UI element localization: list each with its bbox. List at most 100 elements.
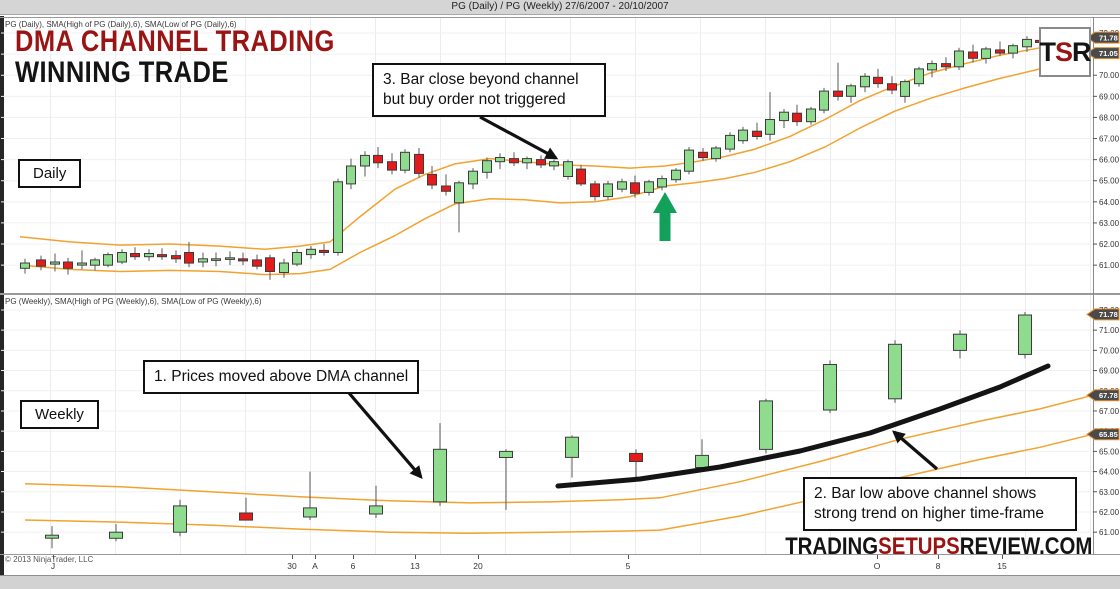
candle-down bbox=[509, 158, 519, 164]
sma-low-line bbox=[19, 52, 1094, 276]
candle-up bbox=[846, 85, 856, 97]
candle-up bbox=[860, 75, 870, 88]
y-tick-label: 69.00 bbox=[1099, 92, 1120, 101]
chart-heading: DMA CHANNEL TRADING WINNING TRADE bbox=[15, 25, 335, 89]
candle-down bbox=[63, 261, 73, 269]
candle-down bbox=[265, 257, 275, 273]
candle-up bbox=[565, 436, 579, 458]
x-tick-label: A bbox=[312, 561, 318, 571]
candle-up bbox=[346, 165, 356, 185]
candle-down bbox=[630, 182, 640, 194]
candle-up bbox=[468, 170, 478, 185]
candle-down bbox=[36, 259, 46, 267]
candle-down bbox=[441, 185, 451, 192]
candle-up bbox=[333, 181, 343, 253]
candle-up bbox=[306, 248, 316, 256]
price-badge-value: 65.85 bbox=[1099, 430, 1118, 439]
daily-label-box: Daily bbox=[18, 159, 82, 188]
watermark-post: REVIEW.COM bbox=[959, 533, 1092, 560]
candle-down bbox=[130, 253, 140, 258]
candle-down bbox=[833, 90, 843, 97]
copyright-text: © 2013 NinjaTrader, LLC bbox=[5, 555, 94, 564]
weekly-label-box: Weekly bbox=[20, 400, 99, 429]
candle-up bbox=[103, 254, 113, 266]
y-tick-label: 66.00 bbox=[1099, 156, 1120, 165]
candle-up bbox=[50, 261, 60, 265]
x-tick-label: 8 bbox=[936, 561, 941, 571]
candle-down bbox=[238, 258, 248, 262]
note-3-box: 3. Bar close beyond channel but buy orde… bbox=[372, 63, 606, 117]
candle-up bbox=[684, 149, 694, 172]
candle-down bbox=[373, 154, 383, 164]
y-tick-label: 62.00 bbox=[1099, 508, 1120, 517]
x-tick-label: 30 bbox=[287, 561, 297, 571]
window-titlebar: PG (Daily) / PG (Weekly) 27/6/2007 - 20/… bbox=[0, 0, 1120, 15]
candle-up bbox=[644, 181, 654, 193]
candle-up bbox=[725, 134, 735, 150]
candle-up bbox=[369, 505, 383, 515]
y-tick-label: 70.00 bbox=[1099, 346, 1120, 355]
window-bottom-strip bbox=[0, 575, 1120, 589]
candle-up bbox=[90, 259, 100, 266]
candle-down bbox=[968, 51, 978, 59]
candle-up bbox=[823, 364, 837, 411]
y-tick-label: 70.00 bbox=[1099, 71, 1120, 80]
y-tick-label: 63.00 bbox=[1099, 488, 1120, 497]
candle-up bbox=[759, 400, 773, 450]
candle-up bbox=[806, 108, 816, 123]
x-tick-label: 20 bbox=[473, 561, 483, 571]
candle-down bbox=[698, 151, 708, 159]
sma-high-line bbox=[19, 36, 1094, 251]
x-tick-label: J bbox=[51, 561, 55, 571]
x-tick-label: O bbox=[874, 561, 881, 571]
candle-down bbox=[387, 161, 397, 171]
candle-up bbox=[77, 262, 87, 266]
candle-down bbox=[752, 130, 762, 137]
y-tick-label: 64.00 bbox=[1099, 468, 1120, 477]
candle-up bbox=[454, 182, 464, 204]
x-tick-label: 5 bbox=[626, 561, 631, 571]
candle-down bbox=[319, 249, 329, 253]
y-tick-label: 71.00 bbox=[1099, 326, 1120, 335]
daily-label: Daily bbox=[33, 165, 67, 182]
price-badge bbox=[1086, 31, 1120, 44]
candle-down bbox=[171, 255, 181, 260]
candle-down bbox=[184, 252, 194, 264]
candle-up bbox=[765, 119, 775, 135]
candle-up bbox=[779, 111, 789, 122]
x-tick-label: 6 bbox=[351, 561, 356, 571]
price-badge-value: 67.78 bbox=[1099, 391, 1118, 400]
price-badge bbox=[1086, 428, 1120, 441]
candle-up bbox=[360, 154, 370, 167]
candle-down bbox=[887, 83, 897, 91]
candle-up bbox=[45, 534, 59, 539]
candle-up bbox=[738, 129, 748, 142]
x-axis: J 30 A 6 13 20 5 O 8 15 bbox=[51, 555, 1007, 571]
candle-down bbox=[239, 512, 253, 521]
candle-up bbox=[953, 333, 967, 351]
tsr-logo-t: T bbox=[1039, 36, 1056, 67]
note-2-box: 2. Bar low above channel shows strong tr… bbox=[803, 477, 1077, 531]
y-tick-label: 64.00 bbox=[1099, 198, 1120, 207]
window-title: PG (Daily) / PG (Weekly) 27/6/2007 - 20/… bbox=[451, 1, 669, 12]
candle-up bbox=[900, 81, 910, 97]
candle-up bbox=[657, 178, 667, 188]
candle-up bbox=[671, 169, 681, 181]
site-watermark: TRADINGSETUPSREVIEW.COM bbox=[785, 533, 1092, 561]
candle-up bbox=[211, 258, 221, 261]
candle-down bbox=[590, 183, 600, 198]
candle-down bbox=[629, 452, 643, 462]
candle-up bbox=[20, 262, 30, 269]
candle-up bbox=[400, 151, 410, 171]
price-badge-value: 71.78 bbox=[1099, 33, 1118, 42]
price-badge bbox=[1086, 389, 1120, 402]
y-tick-label: 69.00 bbox=[1099, 367, 1120, 376]
candle-up bbox=[117, 252, 127, 263]
candle-down bbox=[792, 112, 802, 123]
heading-line1: DMA CHANNEL TRADING bbox=[15, 25, 335, 58]
tsr-logo-r: R bbox=[1072, 36, 1091, 67]
indicator-label: PG (Daily), SMA(High of PG (Daily),6), S… bbox=[5, 20, 237, 29]
candle-up bbox=[495, 157, 505, 163]
indicator-label: PG (Weekly), SMA(High of PG (Weekly),6),… bbox=[5, 297, 262, 306]
